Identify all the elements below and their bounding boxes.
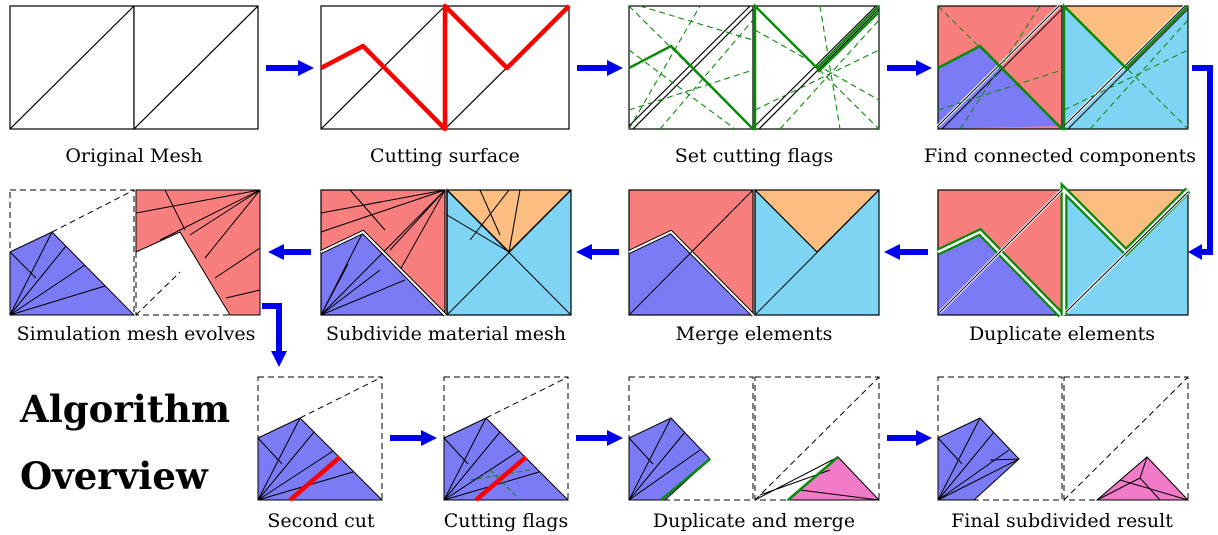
arrow-left-icon: [268, 244, 311, 260]
panel-cutting-surface: [319, 3, 571, 132]
caption-subdivide-material-mesh: Subdivide material mesh: [326, 323, 566, 345]
caption-cutting-flags: Cutting flags: [444, 510, 568, 532]
panel-final-subdivided-result: [937, 376, 1190, 501]
arrow-left-icon: [576, 244, 619, 260]
caption-set-cutting-flags: Set cutting flags: [675, 145, 834, 167]
caption-duplicate-elements: Duplicate elements: [969, 323, 1155, 345]
panel-merge-elements: [628, 188, 880, 317]
caption-original-mesh: Original Mesh: [65, 145, 202, 167]
caption-cutting-surface: Cutting surface: [370, 145, 520, 167]
caption-simulation-mesh-evolves: Simulation mesh evolves: [17, 323, 256, 345]
caption-duplicate-and-merge: Duplicate and merge: [653, 510, 855, 532]
panel-simulation-mesh-evolves: [9, 189, 261, 316]
caption-second-cut: Second cut: [267, 510, 375, 532]
caption-final-subdivided-result: Final subdivided result: [951, 510, 1173, 532]
panel-set-cutting-flags: [628, 2, 880, 131]
arrow-down-bend-icon: [262, 303, 287, 367]
panel-subdivide-material-mesh: [320, 188, 572, 317]
title-line-1: Algorithm: [19, 387, 230, 431]
panel-cutting-flags: [443, 376, 570, 502]
arrow-right-icon: [390, 430, 437, 446]
title-line-2: Overview: [20, 454, 209, 498]
panel-duplicate-elements: [936, 181, 1191, 318]
caption-find-connected-components: Find connected components: [924, 145, 1196, 167]
arrow-right-icon: [887, 60, 932, 76]
panel-original-mesh: [9, 5, 259, 130]
caption-merge-elements: Merge elements: [676, 323, 833, 345]
arrow-left-icon: [884, 244, 928, 260]
arrow-right-icon: [577, 60, 623, 76]
panel-find-connected-components: [936, 2, 1189, 131]
arrow-right-icon: [266, 60, 314, 76]
arrow-right-icon: [576, 430, 623, 446]
panel-second-cut: [257, 376, 384, 502]
arrow-right-icon: [887, 430, 932, 446]
arrow-down-bend-icon: [1188, 65, 1213, 260]
panel-duplicate-and-merge: [628, 376, 881, 501]
